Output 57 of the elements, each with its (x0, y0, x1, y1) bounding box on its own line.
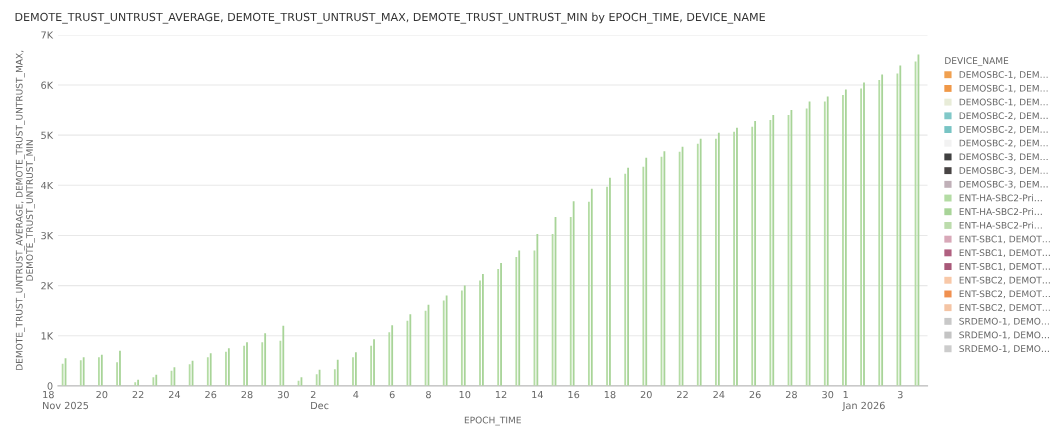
x-tick-label: 2 Dec (310, 390, 329, 410)
x-tick-label: 24 (168, 390, 181, 399)
x-tick-label: 20 (96, 390, 108, 399)
x-tick-label: 20 (640, 390, 652, 399)
y-tick-label: 0 (47, 382, 53, 390)
legend-label: DEMOSBC-3, DEM… (959, 153, 1048, 162)
y-tick-label: 7K (41, 31, 54, 39)
legend-label: ENT-SBC2, DEMOT… (959, 304, 1050, 312)
legend-label: DEMOSBC-2, DEM… (959, 139, 1048, 148)
y-tick-label: 3K (41, 231, 54, 240)
legend-title: DEVICE_NAME (945, 57, 1009, 67)
y-tick-label: 1K (41, 332, 54, 340)
x-tick-label: 6 (389, 390, 395, 399)
x-tick-label: 30 (277, 390, 289, 399)
x-axis-title: EPOCH_TIME (464, 416, 521, 426)
y-axis-title: DEMOTE_TRUST_UNTRUST_AVERAGE, DEMOTE_TRUST_UNTRUST_MAX, DEMOTE_TRUST_UNTRUST_MIN (15, 50, 35, 370)
legend-label: ENT-HA-SBC2-Pri… (959, 208, 1042, 216)
y-tick-label: 6K (41, 81, 54, 89)
x-tick-label: 26 (749, 390, 761, 399)
x-tick-label: 4 (353, 391, 359, 399)
y-tick-label: 2K (41, 282, 54, 290)
x-tick-label: 26 (205, 390, 217, 399)
x-tick-label: 12 (495, 390, 507, 399)
legend-label: ENT-SBC1, DEMOT… (959, 249, 1050, 258)
legend-label: DEMOSBC-2, DEM… (959, 112, 1048, 121)
y-tick-label: 5K (41, 131, 54, 139)
legend-label: ENT-HA-SBC2-Pri… (959, 221, 1042, 229)
x-tick-label: 24 (713, 390, 725, 399)
legend-label: DEMOSBC-1, DEM… (959, 98, 1048, 107)
legend-label: ENT-SBC2, DEMOT… (959, 276, 1050, 285)
x-tick-label: 22 (132, 390, 144, 399)
x-tick-label: 8 (426, 390, 431, 399)
legend-label: DEMOSBC-2, DEM… (959, 125, 1048, 134)
x-tick-label: 18 Nov 2025 (43, 390, 89, 410)
legend-label: ENT-HA-SBC2-Pri… (959, 194, 1042, 202)
chart-title: DEMOTE_TRUST_UNTRUST_AVERAGE, DEMOTE_TRUST_UNTRUST_MAX, DEMOTE_TRUST_UNTRUST_MIN by EPOCH_TIME, DEVICE_NAME (15, 12, 765, 24)
x-tick-label: 22 (677, 390, 688, 399)
x-tick-label: 10 (459, 390, 471, 399)
x-tick-label: 18 (604, 390, 616, 399)
x-tick-label: 28 (785, 390, 797, 399)
legend-label: ENT-SBC2, DEMOT… (959, 290, 1050, 299)
legend-label: DEMOSBC-1, DEM… (959, 71, 1048, 79)
legend-label: DEMOSBC-1, DEM… (959, 84, 1048, 93)
legend-label: SRDEMO-1, DEMO… (959, 317, 1049, 326)
x-tick-label: 30 (822, 390, 834, 399)
x-tick-label: 3 (897, 390, 903, 399)
legend-label: ENT-SBC1, DEMOT… (959, 235, 1050, 244)
x-tick-label: 28 (241, 390, 253, 399)
y-tick-label: 4K (41, 181, 54, 189)
legend-label: SRDEMO-1, DEMO… (959, 331, 1049, 340)
legend-label: SRDEMO-1, DEMO… (959, 345, 1049, 353)
legend-label: DEMOSBC-3, DEM… (959, 167, 1048, 175)
legend-label: DEMOSBC-3, DEM… (959, 180, 1048, 189)
x-tick-label: 14 (532, 391, 543, 399)
legend-label: ENT-SBC1, DEMOT… (959, 262, 1050, 271)
x-tick-label: 1 Jan 2026 (842, 391, 885, 411)
x-tick-label: 16 (568, 390, 580, 399)
